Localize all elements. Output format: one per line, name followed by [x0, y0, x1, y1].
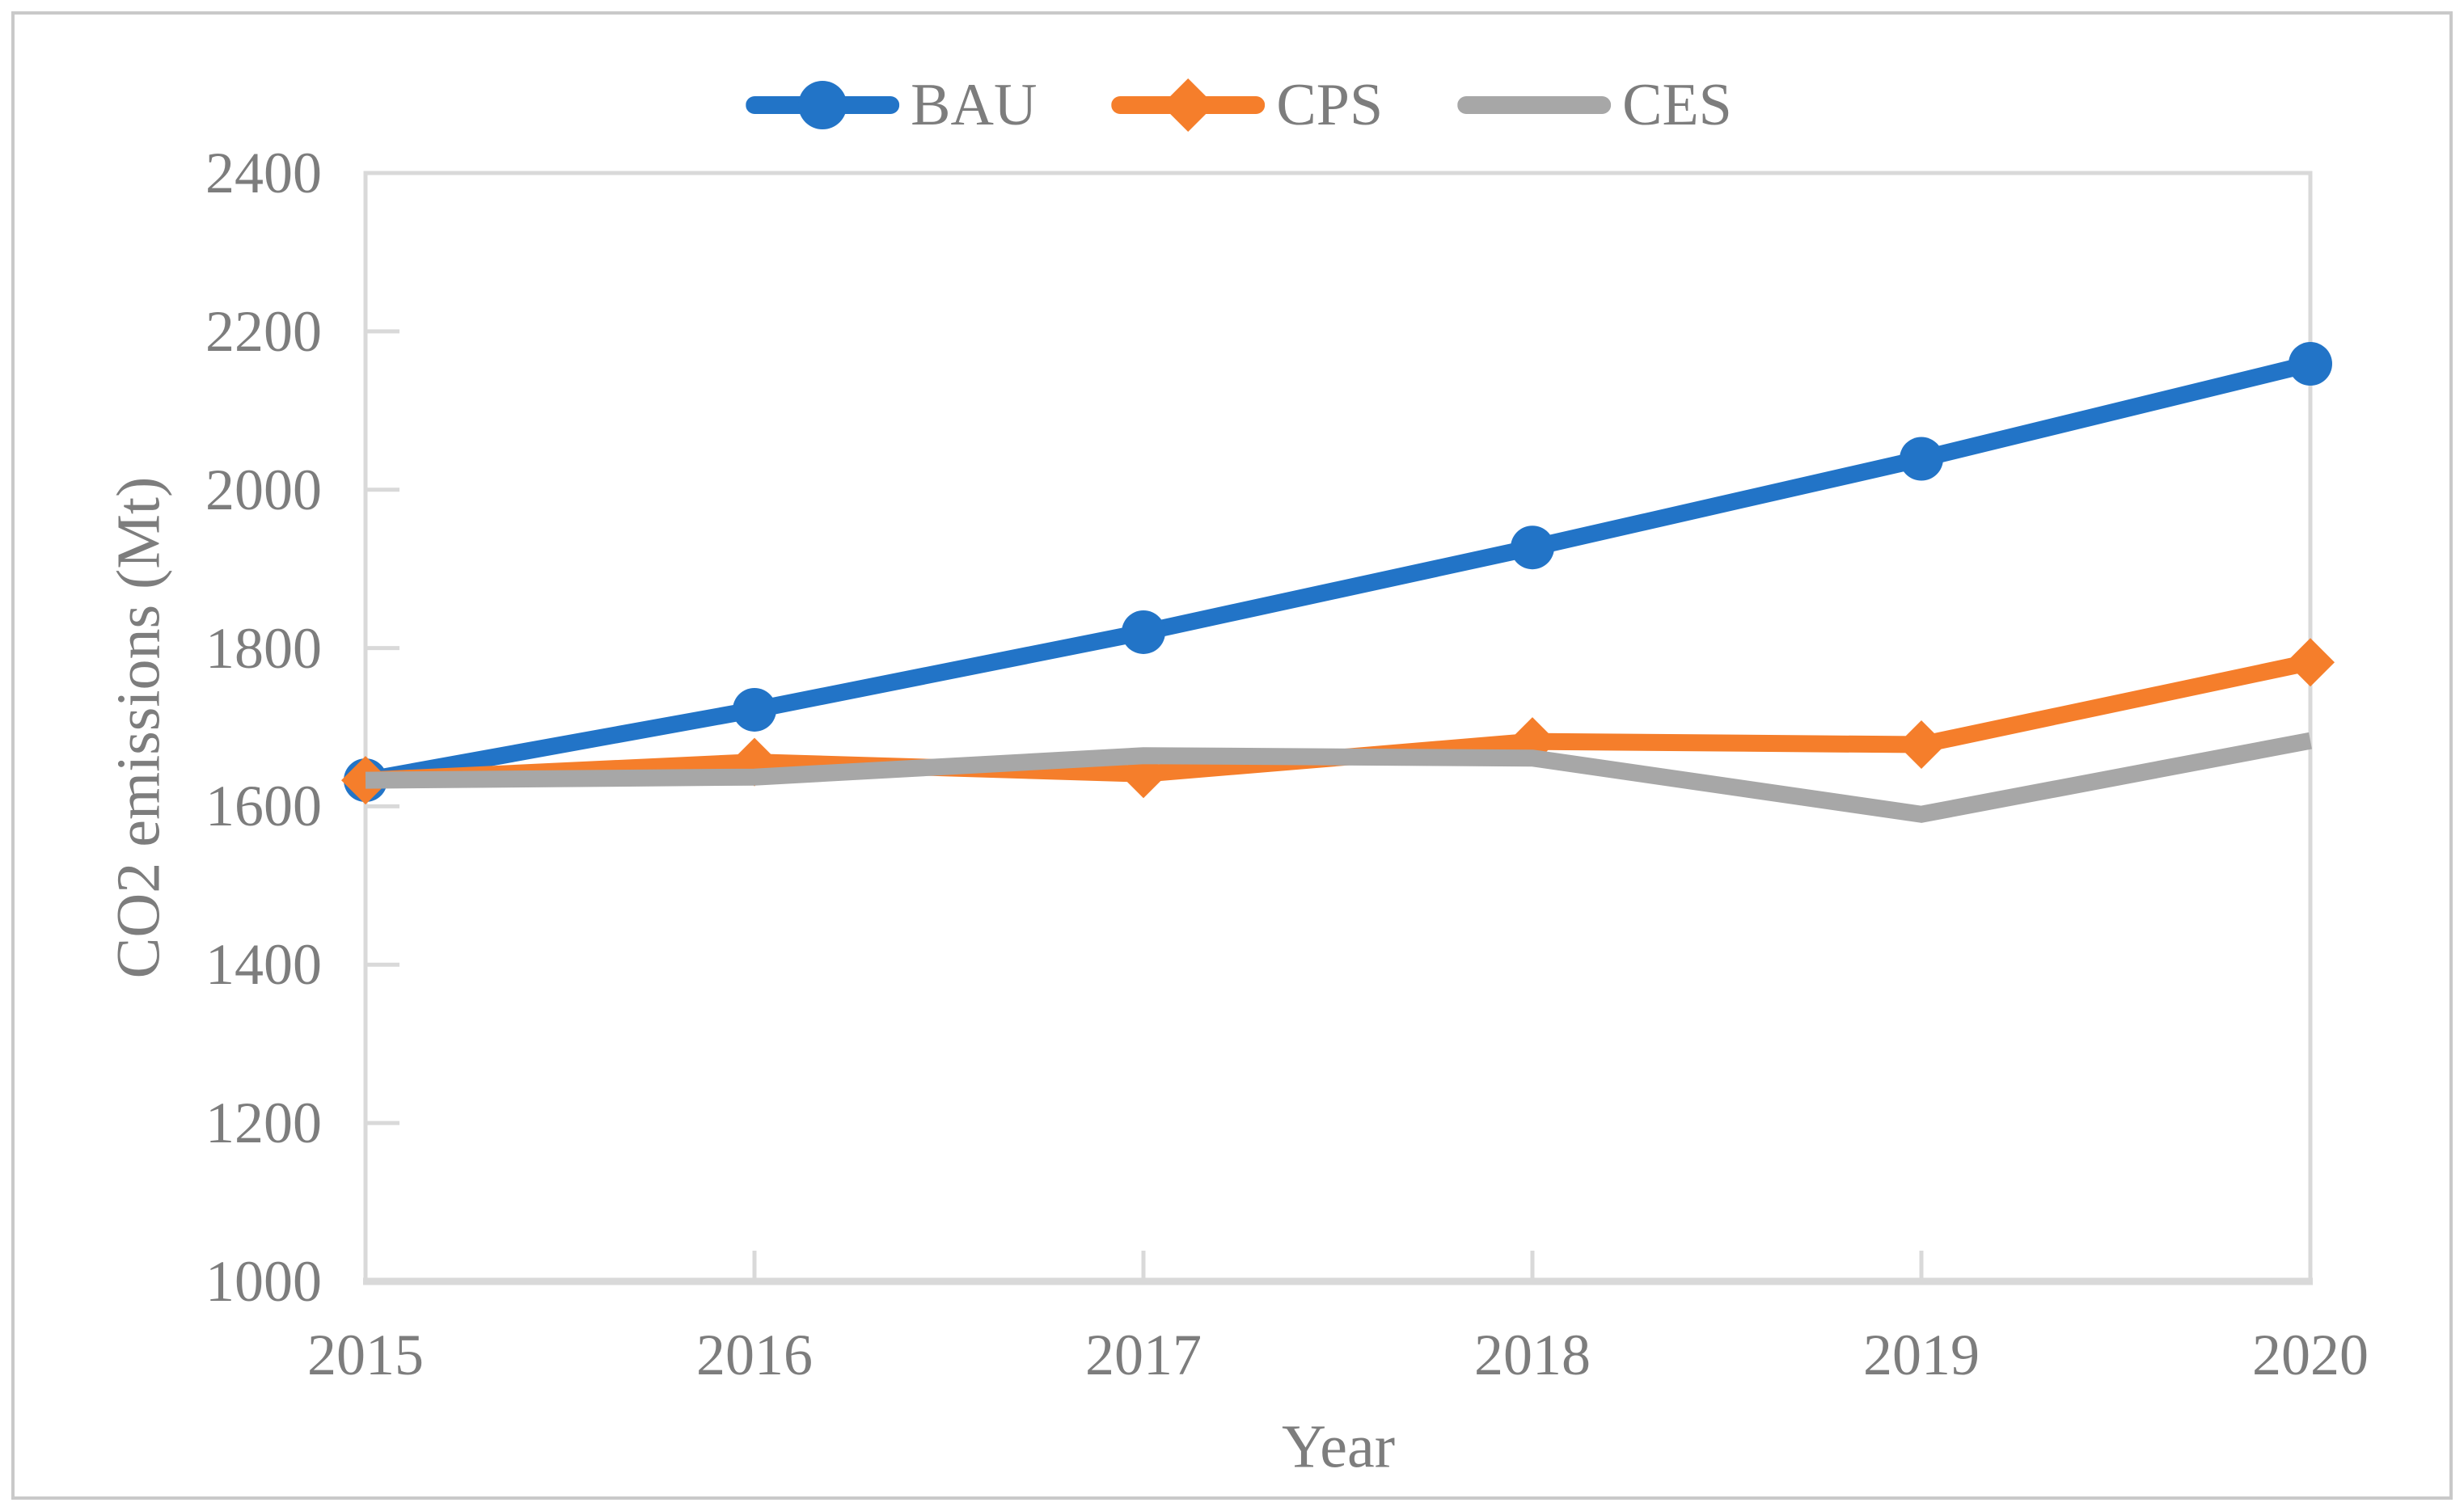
y-tick-label: 2200	[205, 298, 322, 364]
x-tick-label: 2017	[1085, 1323, 1202, 1387]
y-tick-label: 2400	[205, 141, 322, 205]
legend-item-ces: CES	[1457, 66, 1732, 144]
y-tick-label: 2000	[205, 457, 322, 522]
x-tick-label: 2020	[2252, 1323, 2369, 1387]
legend-swatch-circle-icon	[746, 81, 900, 129]
legend-swatch-none-icon	[1457, 96, 1612, 114]
series-marker-cps	[1897, 720, 1946, 770]
x-tick-label: 2018	[1474, 1323, 1591, 1387]
series-line-bau	[364, 355, 2313, 789]
y-axis-title: CO2 emissions (Mt)	[104, 476, 173, 979]
legend-swatch-diamond-icon	[1111, 78, 1266, 132]
series-marker-bau	[2289, 342, 2332, 386]
series-marker-bau	[733, 687, 776, 732]
x-tick-label: 2015	[307, 1323, 424, 1387]
series-marker-bau	[1122, 610, 1165, 654]
series-marker-bau	[1900, 437, 1943, 481]
legend-label: CPS	[1276, 72, 1384, 138]
legend-label: BAU	[911, 72, 1038, 138]
x-tick-label: 2016	[696, 1323, 813, 1387]
series-marker-bau	[1511, 525, 1554, 570]
series-marker-cps	[2286, 638, 2335, 687]
chart-legend: BAU CPS CES	[746, 66, 1732, 144]
legend-label: CES	[1622, 72, 1732, 138]
y-tick-label: 1400	[205, 932, 322, 998]
legend-item-cps: CPS	[1111, 66, 1383, 144]
y-tick-label: 1200	[205, 1091, 322, 1156]
y-tick-label: 1800	[205, 615, 322, 681]
x-tick-label: 2019	[1863, 1323, 1980, 1387]
series-line-ces	[365, 732, 2312, 823]
x-axis-title: Year	[1281, 1412, 1396, 1481]
y-tick-label: 1600	[205, 774, 322, 839]
y-tick-label: 1000	[205, 1249, 322, 1314]
legend-item-bau: BAU	[746, 66, 1037, 144]
